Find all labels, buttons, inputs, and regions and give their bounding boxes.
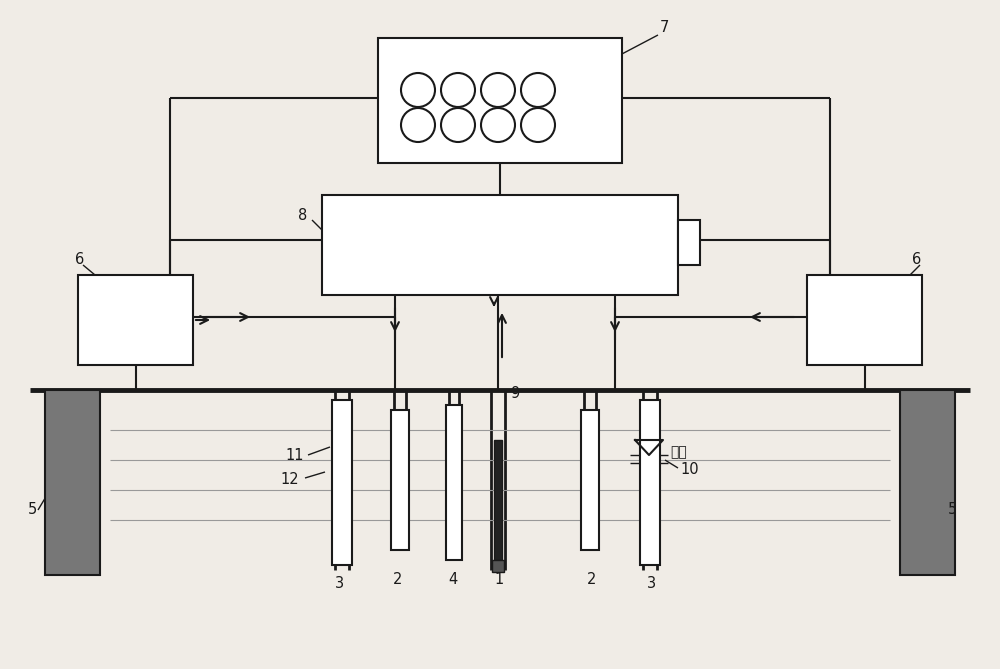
Text: 5: 5 (28, 502, 37, 518)
Circle shape (481, 73, 515, 107)
Circle shape (401, 108, 435, 142)
Text: 3: 3 (646, 575, 656, 591)
Circle shape (441, 73, 475, 107)
Bar (581, 410, 599, 550)
Bar (391, 410, 409, 550)
Text: 2: 2 (587, 573, 597, 587)
Bar (322, 195, 678, 295)
Circle shape (521, 73, 555, 107)
Text: 4: 4 (448, 573, 458, 587)
Bar (78, 275, 193, 365)
Bar (446, 405, 462, 560)
Text: 11: 11 (285, 448, 304, 462)
Text: 6: 6 (75, 252, 84, 268)
Text: 6: 6 (912, 252, 921, 268)
Text: 2: 2 (393, 573, 403, 587)
Text: 5: 5 (948, 502, 957, 518)
Text: 8: 8 (298, 207, 307, 223)
Text: 1: 1 (494, 573, 504, 587)
Bar (494, 440, 502, 560)
Text: 3: 3 (335, 575, 345, 591)
Text: 水位: 水位 (670, 445, 687, 459)
Text: 10: 10 (680, 462, 699, 478)
Bar (900, 390, 955, 575)
Bar (332, 400, 352, 565)
Circle shape (521, 108, 555, 142)
Text: 7: 7 (660, 21, 669, 35)
Text: 9: 9 (510, 385, 519, 401)
Bar (678, 220, 700, 265)
Circle shape (401, 73, 435, 107)
Bar (45, 390, 100, 575)
Text: 12: 12 (280, 472, 299, 488)
Bar (640, 400, 660, 565)
Bar (378, 38, 622, 163)
Bar (492, 560, 504, 572)
Circle shape (441, 108, 475, 142)
Bar (807, 275, 922, 365)
Circle shape (481, 108, 515, 142)
